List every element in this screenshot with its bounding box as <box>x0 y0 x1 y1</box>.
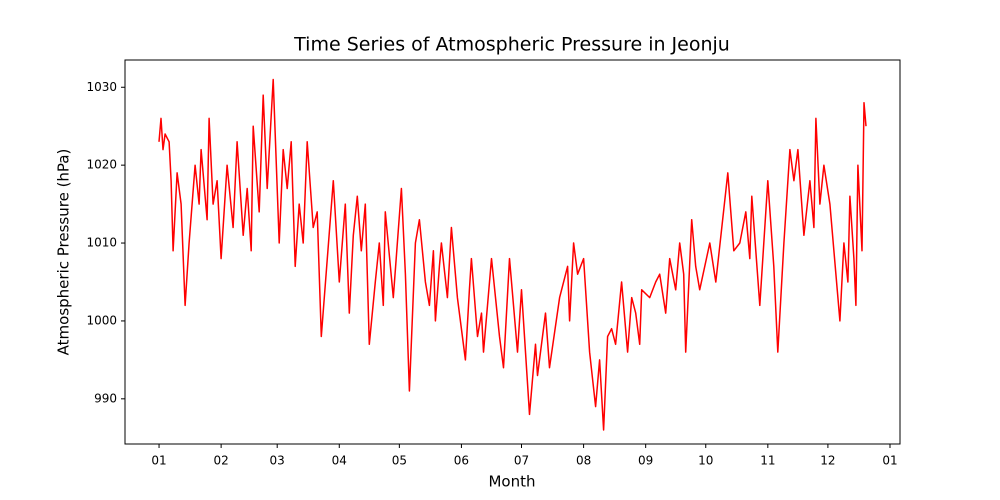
x-axis-label: Month <box>488 473 535 491</box>
y-axis-label: Atmospheric Pressure (hPa) <box>55 149 73 356</box>
y-tick-label: 990 <box>94 391 117 405</box>
x-tick-label: 06 <box>454 454 469 468</box>
x-tick-label: 12 <box>820 454 835 468</box>
x-tick-label: 01 <box>882 454 897 468</box>
x-tick-label: 10 <box>698 454 713 468</box>
y-tick-label: 1030 <box>86 80 117 94</box>
x-tick-label: 01 <box>151 454 166 468</box>
y-tick-label: 1000 <box>86 313 117 327</box>
x-tick-label: 09 <box>638 454 653 468</box>
line-series <box>158 78 867 431</box>
y-tick-label: 1010 <box>86 236 117 250</box>
plot-frame <box>124 59 901 445</box>
x-tick-label: 11 <box>760 454 775 468</box>
y-tick-label: 1020 <box>86 158 117 172</box>
x-tick-label: 05 <box>392 454 407 468</box>
x-tick-label: 04 <box>332 454 347 468</box>
x-tick-label: 03 <box>270 454 285 468</box>
x-tick-label: 07 <box>514 454 529 468</box>
x-tick-label: 08 <box>576 454 591 468</box>
x-tick-label: 02 <box>213 454 228 468</box>
chart-title: Time Series of Atmospheric Pressure in J… <box>293 34 730 56</box>
